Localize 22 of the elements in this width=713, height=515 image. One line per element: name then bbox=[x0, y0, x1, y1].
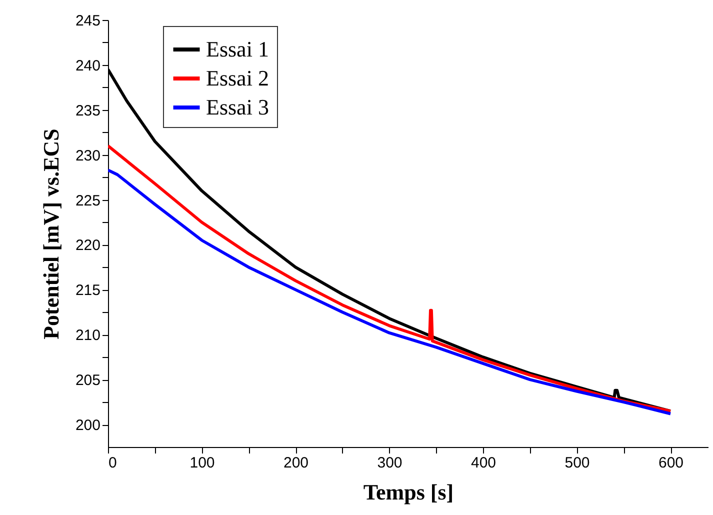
x-tick-label: 400 bbox=[470, 454, 496, 472]
y-tick-label: 220 bbox=[75, 237, 100, 254]
legend-label: Essai 1 bbox=[206, 36, 269, 62]
legend-label: Essai 2 bbox=[206, 66, 269, 90]
x-tick-label: 0 bbox=[108, 454, 117, 472]
y-tick-label: 205 bbox=[75, 372, 100, 390]
y-tick-label: 225 bbox=[75, 192, 100, 210]
y-tick-label: 245 bbox=[75, 12, 100, 30]
y-tick-label: 230 bbox=[75, 147, 100, 164]
y-tick-label: 200 bbox=[75, 417, 100, 434]
legend-label: Essai 3 bbox=[206, 94, 269, 120]
y-tick-label: 210 bbox=[75, 327, 100, 344]
y-axis-title: Potentiel [mV] vs.ECS bbox=[38, 128, 64, 340]
x-tick-label: 300 bbox=[377, 454, 402, 472]
y-tick-label: 240 bbox=[75, 57, 100, 74]
x-tick-label: 100 bbox=[190, 454, 215, 472]
y-tick-label: 215 bbox=[75, 282, 100, 300]
x-tick-label: 600 bbox=[658, 454, 684, 472]
x-tick-label: 500 bbox=[564, 454, 590, 472]
x-axis-title: Temps [s] bbox=[363, 480, 454, 504]
x-tick-label: 200 bbox=[283, 454, 309, 472]
y-tick-label: 235 bbox=[75, 102, 100, 120]
